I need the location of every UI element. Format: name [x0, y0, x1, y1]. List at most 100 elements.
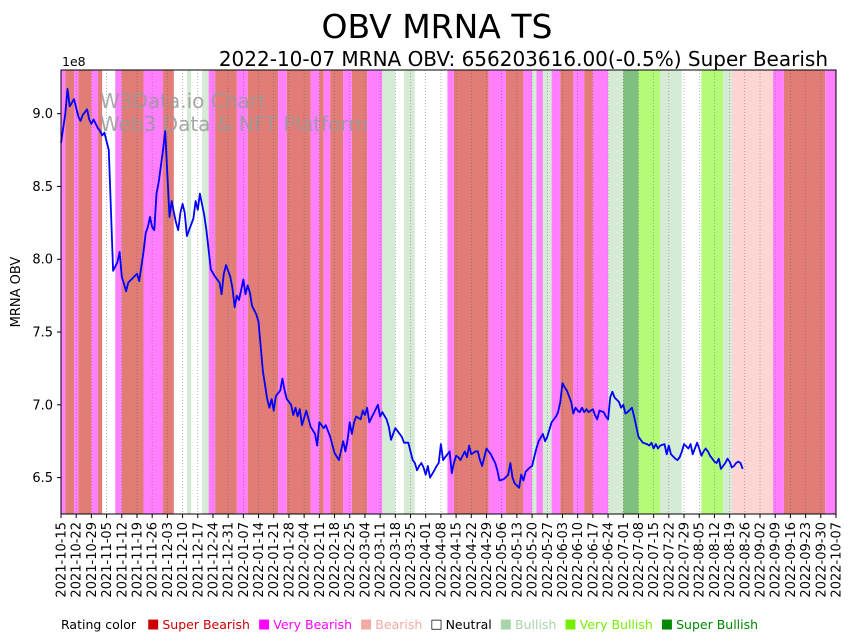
x-tick-label: 2022-09-09	[769, 522, 784, 598]
x-tick-label: 2021-11-12	[115, 522, 130, 598]
rating-band-very-bearish	[367, 70, 383, 514]
rating-band-bullish	[202, 70, 209, 514]
legend-item-super-bullish: ■ Super Bullish	[661, 617, 758, 632]
rating-band-super-bearish	[351, 70, 368, 514]
rating-band-super-bullish	[623, 70, 639, 514]
x-tick-label: 2022-06-17	[586, 522, 601, 598]
legend-label: Very Bullish	[579, 617, 653, 632]
x-tick-label: 2022-03-11	[374, 522, 389, 598]
rating-band-super-bearish	[783, 70, 826, 514]
x-tick-label: 2022-07-15	[647, 522, 662, 598]
rating-band-very-bearish	[91, 70, 98, 514]
rating-band-super-bearish	[97, 70, 103, 514]
rating-band-super-bearish	[584, 70, 593, 514]
rating-band-neutral	[395, 70, 404, 514]
chart-title: OBV MRNA TS	[322, 7, 553, 46]
x-tick-label: 2022-10-07	[830, 522, 845, 598]
x-tick-label: 2021-10-22	[70, 522, 85, 598]
x-tick-label: 2022-03-25	[404, 522, 419, 598]
legend-swatch: ■	[360, 617, 373, 632]
x-tick-label: 2022-04-22	[465, 522, 480, 598]
x-tick-label: 2022-03-04	[358, 522, 373, 598]
x-tick-label: 2022-01-07	[237, 522, 252, 598]
rating-band-very-bearish	[278, 70, 287, 514]
rating-band-bullish	[660, 70, 682, 514]
x-tick-label: 2022-09-23	[799, 522, 814, 598]
x-tick-label: 2022-04-08	[434, 522, 449, 598]
rating-band-bullish	[186, 70, 192, 514]
legend-item-neutral: □ Neutral	[430, 617, 491, 632]
legend-swatch: □	[430, 617, 443, 632]
legend-item-very-bearish: ■ Very Bearish	[258, 617, 352, 632]
legend-swatch: ■	[257, 617, 271, 632]
legend-swatch: ■	[147, 617, 160, 632]
x-tick-label: 2022-05-27	[541, 522, 556, 598]
rating-band-very-bearish	[143, 70, 164, 514]
rating-band-very-bearish	[208, 70, 216, 514]
x-tick-label: 2021-12-24	[206, 522, 221, 598]
legend-label: Super Bearish	[162, 617, 250, 632]
legend-heading: Rating color	[61, 617, 137, 632]
y-tick-label: 8.5	[32, 180, 53, 195]
watermark-line-1: W3Data.io Chart	[100, 89, 266, 113]
rating-band-very-bearish	[323, 70, 331, 514]
x-tick-label: 2022-09-30	[814, 522, 829, 598]
rating-band-very-bearish	[343, 70, 352, 514]
rating-band-bullish	[532, 70, 537, 514]
chart-subtitle: 2022-10-07 MRNA OBV: 656203616.00(-0.5%)…	[219, 47, 828, 71]
x-tick-label: 2022-07-29	[678, 522, 693, 598]
rating-band-bullish	[608, 70, 624, 514]
legend-item-very-bullish: ■ Very Bullish	[564, 617, 652, 632]
rating-band-very-bearish	[447, 70, 454, 514]
rating-band-bullish	[403, 70, 415, 514]
x-tick-label: 2022-01-21	[267, 522, 282, 598]
rating-band-very-bearish	[236, 70, 248, 514]
rating-band-very-bearish	[592, 70, 609, 514]
rating-band-very-bearish	[61, 70, 66, 514]
x-tick-label: 2022-02-18	[328, 522, 343, 598]
y-tick-label: 7.0	[32, 398, 53, 413]
rating-band-super-bearish	[319, 70, 324, 514]
rating-band-super-bearish	[121, 70, 144, 514]
x-tick-label: 2022-04-01	[419, 522, 434, 598]
rating-band-neutral	[414, 70, 448, 514]
y-axis: 6.5 7.0 7.5 8.0 8.5 9.0	[32, 107, 61, 486]
x-tick-label: 2022-05-20	[526, 522, 541, 598]
x-tick-label: 2022-02-25	[343, 522, 358, 598]
obv-series-line	[60, 88, 744, 489]
rating-band-very-bullish	[701, 70, 724, 514]
x-tick-label: 2022-01-14	[252, 522, 267, 598]
y-multiplier-label: 1e8	[62, 54, 86, 69]
legend-label: Bullish	[515, 617, 557, 632]
rating-band-bearish	[731, 70, 774, 514]
y-tick-label: 6.5	[32, 471, 53, 486]
x-tick-label: 2021-11-19	[130, 522, 145, 598]
x-tick-label: 2022-08-05	[693, 522, 708, 598]
rating-band-very-bearish	[115, 70, 122, 514]
rating-band-super-bearish	[215, 70, 237, 514]
x-tick-label: 2022-08-26	[738, 522, 753, 598]
rating-band-very-bearish	[523, 70, 533, 514]
rating-band-super-bearish	[286, 70, 311, 514]
rating-legend: Rating color ■ Super Bearish ■ Very Bearish…	[61, 617, 766, 632]
x-tick-label: 2022-09-02	[754, 522, 769, 598]
vertical-gridlines	[60, 70, 837, 514]
rating-band-super-bearish	[247, 70, 279, 514]
y-tick-label: 8.0	[32, 253, 53, 268]
y-tick-label: 7.5	[32, 326, 53, 341]
legend-label: Bearish	[375, 617, 423, 632]
rating-band-very-bearish	[825, 70, 836, 514]
rating-band-very-bearish	[773, 70, 784, 514]
rating-bands	[61, 70, 836, 514]
rating-band-super-bearish	[65, 70, 75, 514]
x-tick-label: 2021-11-26	[146, 522, 161, 598]
legend-item-super-bearish: ■ Super Bearish	[147, 617, 250, 632]
rating-band-very-bullish	[638, 70, 661, 514]
legend-label: Neutral	[445, 617, 492, 632]
y-tick-label: 9.0	[32, 107, 53, 122]
x-tick-label: 2022-08-12	[708, 522, 723, 598]
x-tick-label: 2022-07-01	[617, 522, 632, 598]
rating-band-super-bearish	[163, 70, 174, 514]
rating-band-neutral	[102, 70, 116, 514]
rating-band-bullish	[723, 70, 732, 514]
